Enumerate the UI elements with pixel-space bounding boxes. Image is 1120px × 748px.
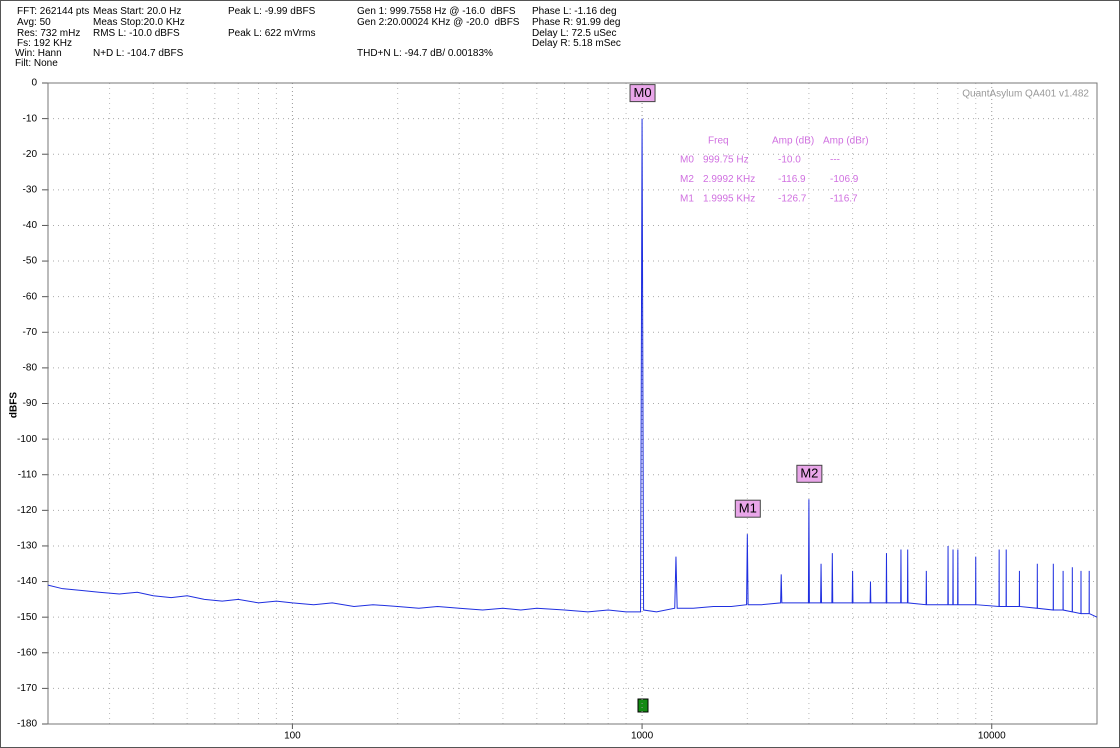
y-tick-label: -120 — [17, 505, 37, 516]
y-tick-label: -90 — [23, 398, 38, 409]
marker-box — [734, 499, 761, 518]
info-text: FFT: 262144 pts — [17, 6, 90, 17]
y-tick-label: -50 — [23, 256, 38, 267]
x-tick-label: 1000 — [631, 731, 654, 742]
table-header: Freq — [708, 136, 729, 147]
table-cell: --- — [830, 155, 840, 166]
y-tick-label: -170 — [17, 683, 37, 694]
table-cell: -106.9 — [830, 174, 859, 185]
y-tick-label: -160 — [17, 647, 37, 658]
y-axis-label: dBFS — [9, 392, 20, 418]
info-text: Gen 2:20.00024 KHz @ -20.0 dBFS — [357, 17, 520, 28]
y-tick-label: -180 — [17, 719, 37, 730]
info-text: RMS L: -10.0 dBFS — [93, 28, 180, 39]
table-header: Amp (dBr) — [823, 136, 869, 147]
info-text: Peak L: -9.99 dBFS — [228, 6, 316, 17]
info-text: Avg: 50 — [17, 17, 51, 28]
info-text: Res: 732 mHz — [17, 28, 81, 39]
table-cell: -116.9 — [778, 174, 806, 185]
y-tick-label: -140 — [17, 576, 37, 587]
table-cell: M2 — [680, 174, 694, 185]
info-text: Phase R: 91.99 deg — [532, 17, 621, 28]
y-tick-label: -110 — [18, 469, 38, 480]
x-tick-label: 10000 — [978, 731, 1006, 742]
plot-frame — [47, 82, 1098, 725]
marker-label: M0 — [634, 85, 652, 100]
marker-label: M1 — [739, 501, 757, 516]
info-text: THD+N L: -94.7 dB/ 0.00183% — [357, 48, 493, 59]
info-text: Delay L: 72.5 uSec — [532, 28, 617, 39]
table-cell: 2.9992 KHz — [703, 174, 755, 185]
table-cell: -10.0 — [778, 155, 801, 166]
info-text: N+D L: -104.7 dBFS — [93, 48, 184, 59]
y-tick-label: -100 — [17, 434, 37, 445]
info-text: Phase L: -1.16 deg — [532, 6, 617, 17]
y-tick-label: -150 — [17, 612, 37, 623]
marker-box — [629, 84, 656, 103]
info-text: Meas Start: 20.0 Hz — [93, 6, 182, 17]
info-text: Peak L: 622 mVrms — [228, 28, 316, 39]
y-tick-label: -60 — [23, 291, 38, 302]
y-tick-label: -130 — [17, 541, 37, 552]
marker-label: M2 — [800, 466, 818, 481]
y-tick-label: -40 — [23, 220, 38, 231]
y-tick-label: 0 — [31, 78, 37, 89]
y-tick-label: -10 — [23, 113, 38, 124]
info-text: Filt: None — [15, 58, 58, 69]
y-tick-label: -30 — [23, 184, 38, 195]
y-tick-label: -20 — [23, 149, 38, 160]
table-cell: -126.7 — [778, 194, 807, 205]
info-text: Win: Hann — [15, 48, 62, 59]
info-text: Delay R: 5.18 mSec — [532, 38, 621, 49]
table-cell: 1.9995 KHz — [703, 194, 755, 205]
marker-box — [796, 464, 823, 483]
cursor-indicator — [637, 698, 649, 713]
table-header: Amp (dB) — [772, 136, 814, 147]
info-text: Gen 1: 999.7558 Hz @ -16.0 dBFS — [357, 6, 516, 17]
y-tick-label: -70 — [23, 327, 38, 338]
table-cell: M0 — [680, 155, 694, 166]
y-tick-label: -80 — [23, 363, 38, 374]
watermark: QuantAsylum QA401 v1.482 — [962, 89, 1089, 100]
x-tick-label: 100 — [284, 731, 301, 742]
table-cell: M1 — [680, 194, 694, 205]
table-cell: -116.7 — [830, 194, 858, 205]
spectrum-line — [47, 118, 1098, 618]
table-cell: 999.75 Hz — [703, 155, 749, 166]
info-text: Meas Stop:20.0 KHz — [93, 17, 185, 28]
info-text: Fs: 192 KHz — [17, 38, 73, 49]
